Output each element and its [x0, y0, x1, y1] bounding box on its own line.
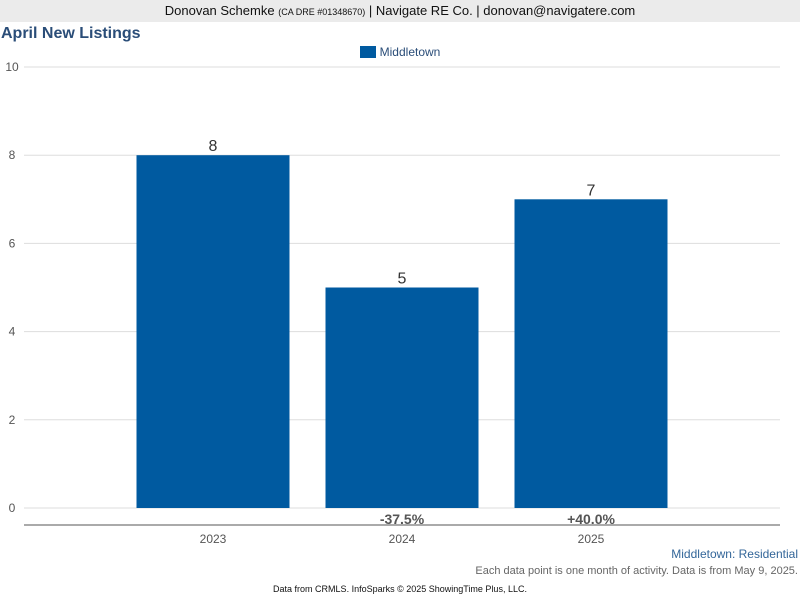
x-tick-label: 2025	[578, 532, 605, 546]
x-tick-label: 2023	[200, 532, 227, 546]
chart-title: April New Listings	[1, 25, 141, 42]
bar-2023	[136, 155, 290, 508]
change-label: +40.0%	[567, 511, 615, 527]
change-label: -37.5%	[380, 511, 425, 527]
x-tick-label: 2024	[389, 532, 416, 546]
y-tick-label: 2	[9, 413, 16, 427]
data-label: 8	[209, 138, 218, 155]
data-source-footer: Data from CRMLS. InfoSparks © 2025 Showi…	[273, 584, 527, 594]
data-note: Each data point is one month of activity…	[475, 565, 798, 577]
y-tick-label: 6	[9, 236, 16, 250]
y-tick-label: 0	[9, 501, 16, 515]
legend-label: Middletown	[379, 45, 441, 59]
series-caption: Middletown: Residential	[671, 547, 798, 561]
bar-2024	[325, 287, 479, 508]
legend-swatch	[359, 46, 376, 58]
bar-chart: 0 2 4 6 8 10 8 2023 5 -37.5% 2024 7 +40.0% 2025	[5, 60, 780, 546]
agent-license: (CA DRE #01348670)	[278, 7, 366, 17]
agent-company-email: | Navigate RE Co. | donovan@navigatere.c…	[368, 3, 636, 18]
y-tick-label: 8	[9, 148, 16, 162]
y-tick-label: 4	[9, 325, 16, 339]
agent-name: Donovan Schemke	[164, 3, 275, 18]
agent-header: Donovan Schemke (CA DRE #01348670) | Nav…	[0, 0, 800, 22]
data-label: 5	[398, 271, 407, 288]
y-tick-label: 10	[5, 60, 19, 74]
bar-2025	[514, 199, 668, 509]
chart-legend[interactable]: Middletown	[0, 45, 800, 59]
data-label: 7	[587, 182, 596, 199]
